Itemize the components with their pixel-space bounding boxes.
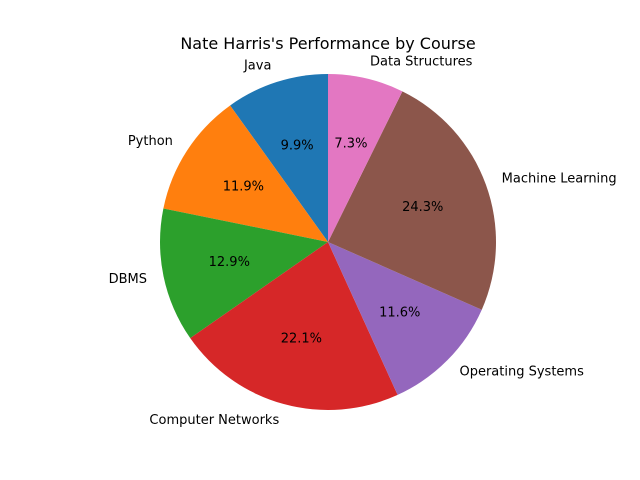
slice-percent-java: 9.9% — [281, 139, 314, 154]
slice-percent-computer-networks: 22.1% — [281, 332, 322, 347]
slice-percent-operating-systems: 11.6% — [379, 305, 420, 320]
pie-slice-java — [230, 74, 328, 242]
chart-title: Nate Harris's Performance by Course — [180, 34, 475, 53]
slice-label-python: Python — [128, 134, 173, 149]
slice-percent-dbms: 12.9% — [209, 255, 250, 270]
slice-label-machine-learning: Machine Learning — [502, 171, 617, 186]
pie-slice-operating-systems — [328, 242, 482, 395]
slice-label-computer-networks: Computer Networks — [149, 413, 279, 428]
pie-slice-data-structures — [328, 74, 403, 242]
slice-percent-data-structures: 7.3% — [334, 136, 367, 151]
pie-slice-computer-networks — [190, 242, 398, 410]
slice-label-java: Java — [243, 59, 271, 74]
slice-label-dbms: DBMS — [109, 272, 147, 287]
pie-slice-python — [163, 105, 328, 242]
slice-percent-machine-learning: 24.3% — [402, 200, 443, 215]
slice-label-data-structures: Data Structures — [370, 55, 473, 70]
pie-slices — [159, 74, 496, 410]
slice-label-operating-systems: Operating Systems — [459, 364, 584, 379]
pie-slice-machine-learning — [328, 91, 496, 310]
slice-percent-python: 11.9% — [223, 180, 264, 195]
pie-labels: Java 9.9% Python 11.9% DBMS 12.9% Computer Net… — [109, 55, 617, 428]
pie-slice-dbms — [159, 208, 328, 339]
